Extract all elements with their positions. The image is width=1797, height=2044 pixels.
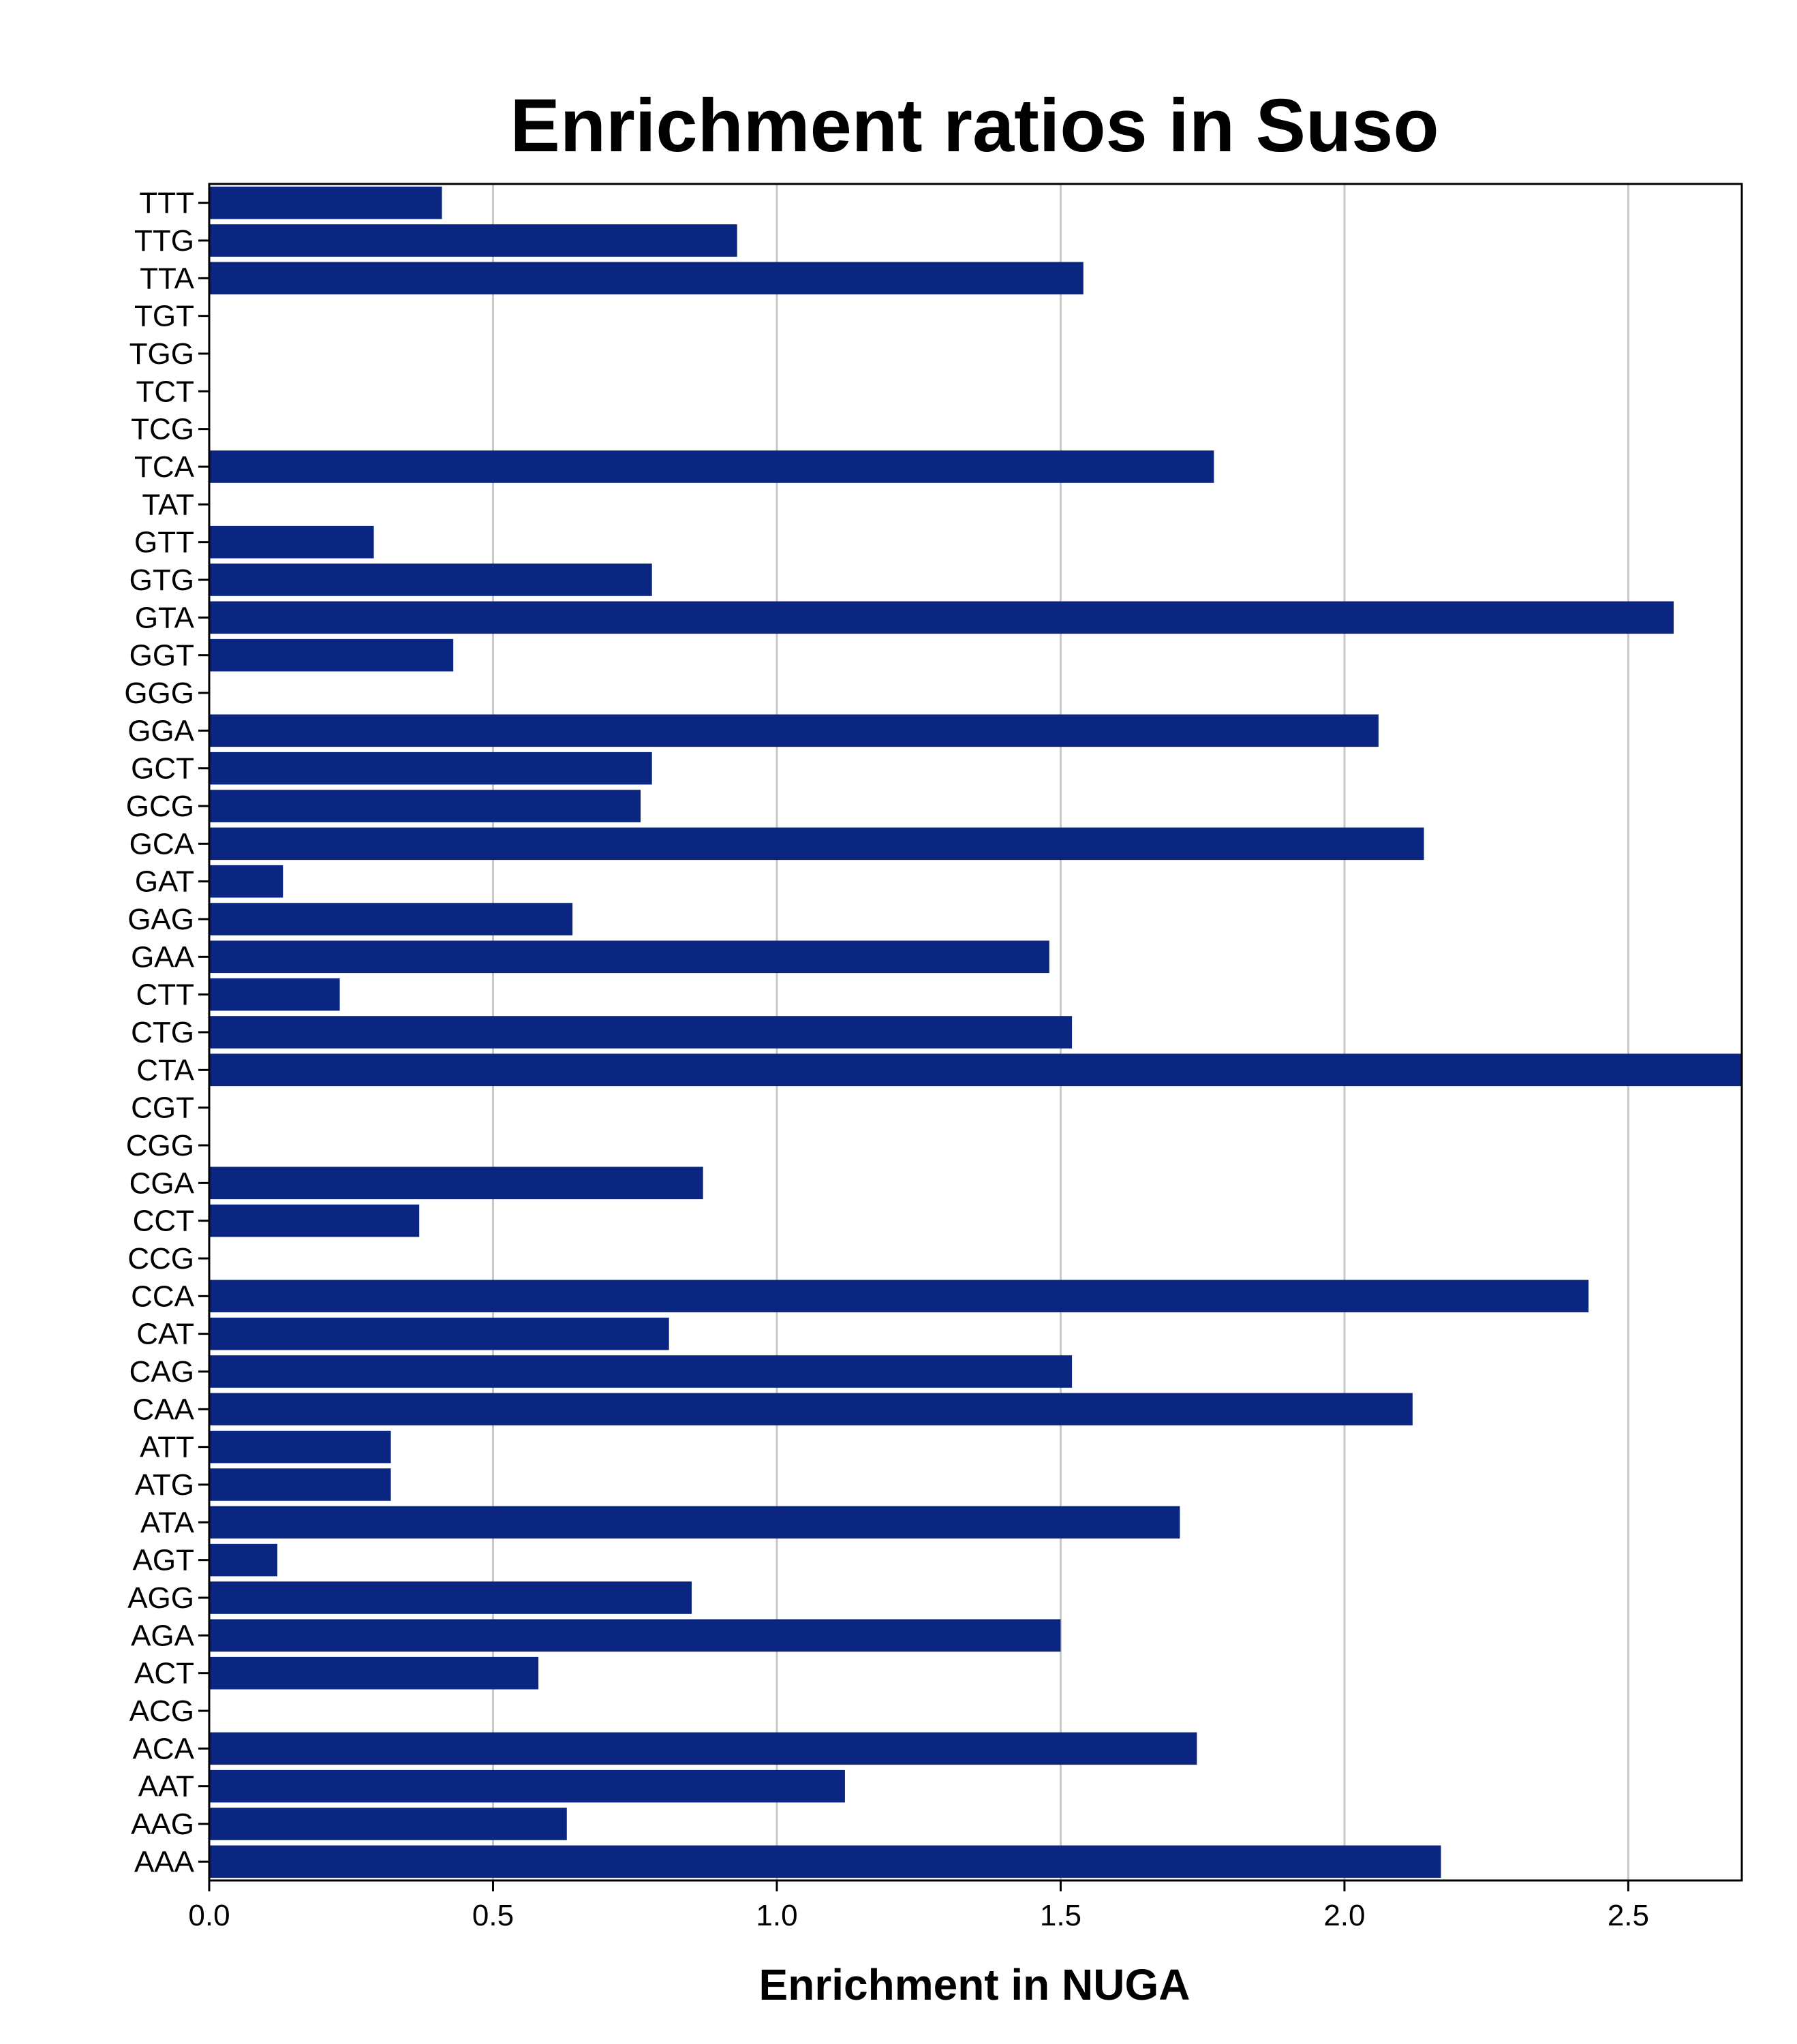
x-tick-label: 2.5 [1608,1899,1649,1932]
y-tick-label-gtg: GTG [129,563,194,597]
y-tick-label-ttt: TTT [139,187,194,220]
y-tick-label-ctg: CTG [131,1016,194,1049]
y-tick-label-gtt: GTT [134,526,194,559]
y-tick-label-ttg: TTG [134,224,194,258]
y-tick-label-ggt: GGT [129,639,194,672]
bars [209,186,1742,1878]
bar-ctg [209,1016,1073,1049]
bar-gtt [209,525,374,559]
y-tick-label-atg: ATG [135,1468,194,1502]
y-tick-label-gct: GCT [131,752,194,786]
y-tick-label-aga: AGA [131,1619,195,1652]
x-tick-label: 1.0 [756,1899,797,1932]
bar-cga [209,1166,703,1200]
y-tick-label-tca: TCA [134,450,195,484]
y-tick-label-att: ATT [140,1431,194,1464]
bar-gag [209,903,573,935]
chart-title: Enrichment ratios in Suso [510,84,1439,168]
y-tick-label-ata: ATA [140,1506,195,1539]
y-tick-label-aag: AAG [131,1808,194,1841]
y-tick-label-tgt: TGT [134,300,194,333]
y-tick-label-gag: GAG [127,903,194,936]
y-tick-label-cct: CCT [133,1205,194,1238]
y-tick-label-cca: CCA [131,1280,195,1313]
bar-ttg [209,224,737,257]
x-tick-label: 1.5 [1040,1899,1081,1932]
bar-gat [209,865,283,898]
y-tick-label-ctt: CTT [136,978,194,1012]
y-tick-label-cgt: CGT [131,1091,194,1125]
x-tick-label: 0.5 [472,1899,514,1932]
bar-gct [209,752,652,785]
y-tick-label-tat: TAT [142,488,194,521]
y-tick-label-tta: TTA [140,262,194,295]
bar-gca [209,827,1424,861]
bar-aaa [209,1845,1441,1878]
y-tick-label-aca: ACA [133,1732,195,1765]
y-tick-label-gta: GTA [135,601,195,634]
y-tick-label-gcg: GCG [126,790,194,823]
bar-gtg [209,563,652,596]
y-tick-label-agg: AGG [127,1581,194,1615]
bar-tca [209,450,1214,483]
y-tick-label-cga: CGA [129,1166,195,1200]
y-tick-label-cta: CTA [136,1053,194,1087]
bar-agg [209,1581,692,1614]
x-axis-label: Enrichment in NUGA [759,1960,1191,2009]
bar-cat [209,1317,669,1350]
y-tick-label-aat: AAT [138,1770,194,1803]
bar-cct [209,1204,420,1237]
y-tick-label-gca: GCA [129,827,195,861]
y-tick-label-cag: CAG [129,1355,194,1389]
bar-atg [209,1468,391,1501]
y-tick-label-gat: GAT [135,865,194,899]
bar-cta [209,1053,1742,1087]
x-tick-label: 2.0 [1323,1899,1365,1932]
y-tick-label-agt: AGT [133,1544,194,1577]
y-tick-label-ggg: GGG [124,677,194,710]
bar-ttt [209,186,442,219]
bar-aat [209,1769,845,1803]
y-axis: TTT TTG TTA TGT TGG TCT TCG TCA TAT GTT GTG GTA GGT G… [124,187,209,1878]
bar-gga [209,714,1379,747]
bar-gcg [209,790,641,822]
y-tick-label-act: ACT [134,1657,194,1690]
y-tick-label-ccg: CCG [127,1242,194,1275]
bar-ata [209,1506,1180,1539]
bar-gaa [209,940,1049,974]
y-tick-label-cgg: CGG [126,1129,194,1162]
bar-ggt [209,638,454,672]
bar-aca [209,1732,1197,1765]
y-tick-label-cat: CAT [136,1318,194,1351]
y-tick-label-gaa: GAA [131,940,195,974]
bar-aga [209,1619,1061,1652]
bar-gta [209,601,1674,634]
y-tick-label-acg: ACG [129,1694,194,1728]
y-tick-label-gga: GGA [127,714,194,747]
bar-tta [209,262,1084,295]
bar-agt [209,1543,277,1577]
bar-ctt [209,978,340,1011]
bar-cag [209,1355,1073,1388]
bar-act [209,1656,539,1690]
bar-caa [209,1393,1413,1426]
y-tick-label-aaa: AAA [134,1845,195,1878]
x-tick-label: 0.0 [188,1899,230,1932]
y-tick-label-tgg: TGG [129,337,194,371]
bar-cca [209,1280,1589,1313]
x-axis: 0.0 0.5 1.0 1.5 2.0 2.5 [188,1880,1649,1932]
y-tick-label-caa: CAA [133,1393,195,1426]
bar-aag [209,1808,567,1840]
bar-att [209,1430,391,1464]
y-tick-label-tcg: TCG [131,413,194,446]
y-tick-label-tct: TCT [136,375,194,408]
